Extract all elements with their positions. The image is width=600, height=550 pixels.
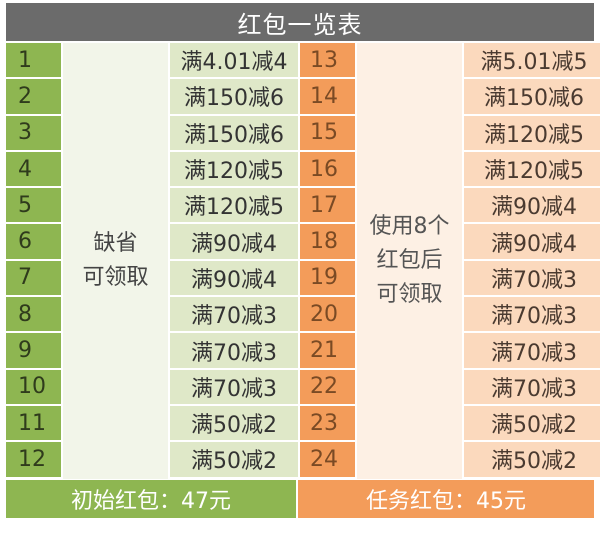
right-row-value: 满50减2 — [464, 405, 600, 443]
left-row-number: 4 — [6, 151, 61, 189]
left-row-number: 11 — [6, 405, 61, 443]
left-row-number: 7 — [6, 260, 61, 298]
right-row-value: 满70减3 — [464, 333, 600, 370]
right-row-number: 20 — [300, 297, 355, 334]
task-total: 任务红包：45元 — [298, 479, 594, 518]
right-row-number: 24 — [300, 442, 355, 479]
right-row-number: 19 — [300, 260, 355, 298]
left-row-number: 2 — [6, 79, 61, 116]
right-row-value: 满90减4 — [464, 224, 600, 261]
right-row-value: 满5.01减5 — [464, 43, 600, 80]
right-note: 使用8个 红包后 可领取 — [357, 43, 462, 479]
left-row-value: 满150减6 — [170, 79, 298, 116]
right-row-number: 21 — [300, 333, 355, 370]
left-note: 缺省 可领取 — [63, 43, 168, 479]
right-note-line1: 使用8个 — [369, 213, 450, 239]
right-row-value: 满120减5 — [464, 115, 600, 152]
right-row-number: 23 — [300, 405, 355, 443]
right-row-value: 满90减4 — [464, 188, 600, 225]
left-row-value: 满90减4 — [170, 224, 298, 261]
left-note-line1: 缺省 — [93, 230, 138, 256]
left-row-value: 满70减3 — [170, 333, 298, 370]
right-row-number: 16 — [300, 151, 355, 189]
left-row-number: 8 — [6, 297, 61, 334]
left-row-value: 满90减4 — [170, 260, 298, 298]
right-row-number: 15 — [300, 115, 355, 152]
right-row-number: 14 — [300, 79, 355, 116]
right-row-number: 22 — [300, 369, 355, 406]
left-row-value: 满4.01减4 — [170, 43, 298, 80]
right-row-value: 满70减3 — [464, 260, 600, 298]
left-row-value: 满120减5 — [170, 151, 298, 189]
left-row-value: 满70减3 — [170, 369, 298, 406]
left-row-number: 3 — [6, 115, 61, 152]
right-row-value: 满50减2 — [464, 442, 600, 479]
left-row-value: 满50减2 — [170, 405, 298, 443]
left-row-value: 满150减6 — [170, 115, 298, 152]
table-title: 红包一览表 — [6, 3, 594, 41]
red-packet-grid: 缺省 可领取 使用8个 红包后 可领取 1 满4.01减4 13 满5.01减5 2 满1… — [6, 43, 600, 479]
left-row-number: 9 — [6, 333, 61, 370]
right-row-value: 满70减3 — [464, 297, 600, 334]
left-row-value: 满120减5 — [170, 188, 298, 225]
left-row-number: 6 — [6, 224, 61, 261]
initial-total: 初始红包：47元 — [6, 479, 296, 518]
right-row-number: 13 — [300, 43, 355, 80]
totals-row: 初始红包：47元 任务红包：45元 — [6, 479, 594, 518]
right-row-value: 满70减3 — [464, 369, 600, 406]
left-note-line2: 可领取 — [82, 264, 149, 290]
red-packet-table: 红包一览表 缺省 可领取 使用8个 红包后 可领取 1 满4.01减4 13 满5.0… — [6, 3, 600, 518]
right-note-line2: 红包后 — [376, 247, 443, 273]
right-row-value: 满150减6 — [464, 79, 600, 116]
left-row-value: 满70减3 — [170, 297, 298, 334]
right-row-number: 18 — [300, 224, 355, 261]
right-note-line3: 可领取 — [376, 281, 443, 307]
left-row-number: 1 — [6, 43, 61, 80]
left-row-value: 满50减2 — [170, 442, 298, 479]
left-row-number: 12 — [6, 442, 61, 479]
right-row-value: 满120减5 — [464, 151, 600, 189]
left-row-number: 5 — [6, 188, 61, 225]
left-row-number: 10 — [6, 369, 61, 406]
right-row-number: 17 — [300, 188, 355, 225]
